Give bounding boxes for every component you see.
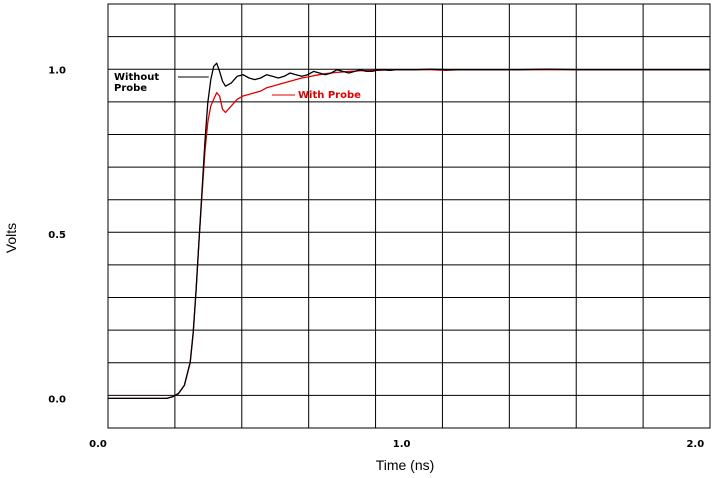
without-probe-label: Without Probe: [114, 72, 159, 94]
y-tick-label: 1.0: [48, 66, 66, 77]
y-tick-label: 0.5: [48, 230, 66, 241]
x-tick-labels: 0.0 1.0 2.0: [89, 439, 704, 450]
series-group: [108, 62, 710, 400]
grid: [108, 4, 710, 428]
y-tick-label: 0.0: [48, 394, 66, 405]
x-tick-label: 1.0: [393, 439, 411, 450]
y-axis-label: Volts: [3, 223, 19, 253]
annotations: Without Probe With Probe: [114, 72, 361, 101]
with-probe-label: With Probe: [298, 90, 361, 101]
series-line-without-probe: [108, 62, 710, 400]
series-line-with-probe: [108, 69, 710, 400]
x-tick-label: 0.0: [89, 439, 107, 450]
plot-frame: [107, 3, 711, 429]
x-tick-label: 2.0: [686, 439, 704, 450]
x-axis-label: Time (ns): [376, 457, 435, 473]
y-tick-labels: 0.0 0.5 1.0: [48, 66, 66, 406]
